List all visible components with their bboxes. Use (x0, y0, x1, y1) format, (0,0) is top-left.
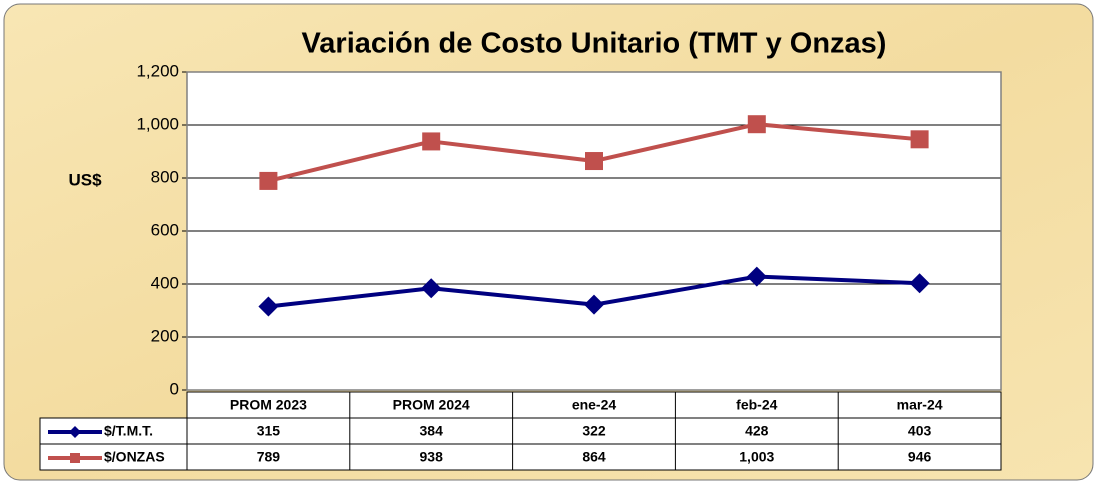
y-tick-label: 200 (151, 326, 179, 345)
table-value: 428 (745, 423, 769, 439)
data-point (910, 130, 929, 149)
table-value: 938 (420, 449, 444, 465)
table-value: 322 (582, 423, 606, 439)
table-value: 315 (257, 423, 281, 439)
table-value: 403 (908, 423, 932, 439)
data-point (746, 266, 767, 287)
x-tick-label: PROM 2023 (230, 397, 307, 413)
table-value: 789 (257, 449, 281, 465)
data-point (422, 132, 441, 151)
data-point (421, 278, 442, 299)
x-tick-label: ene-24 (572, 397, 617, 413)
table-value: 864 (582, 449, 606, 465)
y-tick-label: 1,000 (136, 114, 179, 133)
data-point (258, 296, 279, 317)
y-tick-label: 400 (151, 273, 179, 292)
y-axis-label: US$ (68, 170, 102, 189)
legend-label: $/ONZAS (104, 449, 165, 465)
table-value: 946 (908, 449, 932, 465)
data-point (747, 115, 766, 134)
plot-border (186, 71, 1002, 391)
y-tick-label: 1,200 (136, 61, 179, 80)
chart-title: Variación de Costo Unitario (TMT y Onzas… (302, 28, 887, 60)
table-value: 384 (420, 423, 444, 439)
x-tick-label: feb-24 (736, 397, 777, 413)
legend-label: $/T.M.T. (104, 423, 153, 439)
x-tick-label: PROM 2024 (393, 397, 470, 413)
y-tick-label: 600 (151, 220, 179, 239)
data-point (909, 273, 930, 294)
legend-marker (69, 426, 81, 438)
data-point (584, 294, 604, 315)
y-tick-label: 800 (151, 167, 179, 186)
table-value: 1,003 (739, 449, 774, 465)
x-tick-label: mar-24 (897, 397, 943, 413)
data-point (585, 152, 603, 171)
y-tick-label: 0 (170, 379, 179, 398)
legend-marker (70, 453, 80, 463)
data-point (259, 171, 278, 190)
